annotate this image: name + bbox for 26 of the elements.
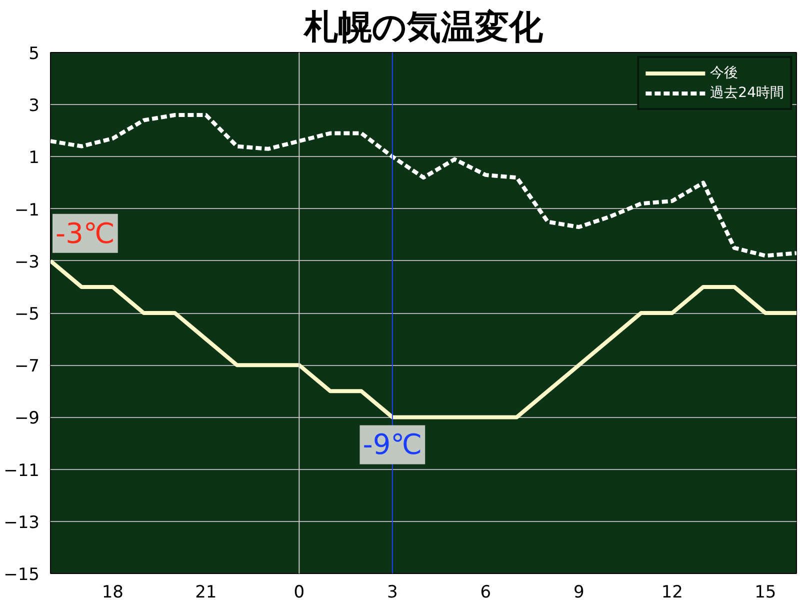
x-tick-label: 21	[195, 582, 217, 600]
y-tick-label: −9	[14, 408, 40, 429]
line-series	[50, 258, 796, 420]
annotation: -9℃	[362, 428, 422, 462]
y-tick-label: 1	[28, 148, 40, 168]
legend-label: 今後	[710, 64, 738, 82]
legend-label: 過去24時間	[710, 84, 784, 102]
y-tick-label: 5	[28, 44, 40, 64]
x-tick-label: 0	[294, 582, 305, 600]
x-tick-label: 15	[754, 582, 776, 600]
y-tick-label: 3	[28, 96, 40, 116]
y-tick-label: −11	[4, 460, 40, 481]
y-tick-label: −1	[14, 200, 40, 220]
annotation: -3℃	[56, 216, 115, 250]
x-tick-label: 9	[574, 582, 584, 600]
x-tick-label: 3	[387, 582, 398, 600]
x-tick-label: 12	[661, 582, 683, 600]
chart-title: 札幌の気温変化	[303, 8, 544, 48]
y-tick-label: −15	[4, 565, 40, 585]
y-tick-label: −7	[14, 356, 40, 377]
line-series	[50, 113, 796, 258]
y-tick-label: −13	[4, 512, 40, 533]
x-tick-label: 18	[102, 582, 124, 600]
y-tick-label: −5	[14, 304, 40, 324]
y-tick-label: −3	[14, 252, 40, 272]
x-tick-label: 6	[480, 582, 492, 600]
